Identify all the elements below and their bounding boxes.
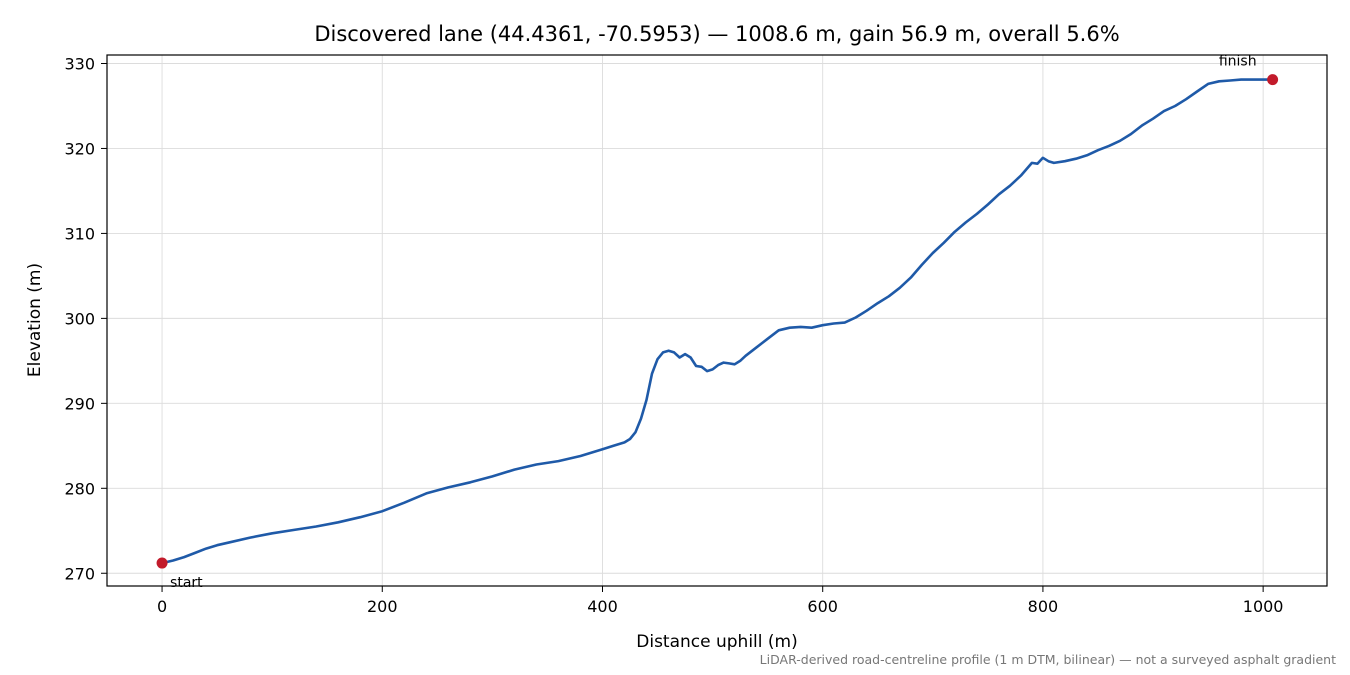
plot-frame — [106, 54, 1328, 587]
x-axis-label: Distance uphill (m) — [636, 632, 797, 652]
x-tick-label: 600 — [807, 597, 838, 616]
y-tick-label: 310 — [64, 224, 95, 243]
y-tick-label: 300 — [64, 309, 95, 328]
x-tick-label: 400 — [587, 597, 618, 616]
series-layer — [160, 78, 1274, 565]
x-tick-label: 1000 — [1243, 597, 1284, 616]
y-tick-label: 320 — [64, 139, 95, 158]
grid — [107, 55, 1327, 586]
y-axis-label: Elevation (m) — [25, 263, 45, 377]
x-tick-label: 200 — [367, 597, 398, 616]
start-marker — [156, 557, 168, 569]
ticks: 0 200 400 600 800 1000 270 280 290 300 310 320 330 — [64, 54, 1283, 616]
y-tick-label: 330 — [64, 54, 95, 73]
x-tick-label: 0 — [157, 597, 167, 616]
y-tick-label: 280 — [64, 479, 95, 498]
chart-title: Discovered lane (44.4361, -70.5953) — 10… — [314, 22, 1119, 46]
elevation-line — [160, 78, 1274, 565]
finish-marker — [1267, 74, 1279, 86]
y-tick-label: 270 — [64, 564, 95, 583]
finish-label: finish — [1219, 54, 1257, 70]
footnote: LiDAR-derived road-centreline profile (1… — [759, 652, 1336, 667]
annotations: start finish — [156, 54, 1279, 591]
y-tick-label: 290 — [64, 394, 95, 413]
start-label: start — [170, 575, 203, 591]
x-tick-label: 800 — [1028, 597, 1059, 616]
